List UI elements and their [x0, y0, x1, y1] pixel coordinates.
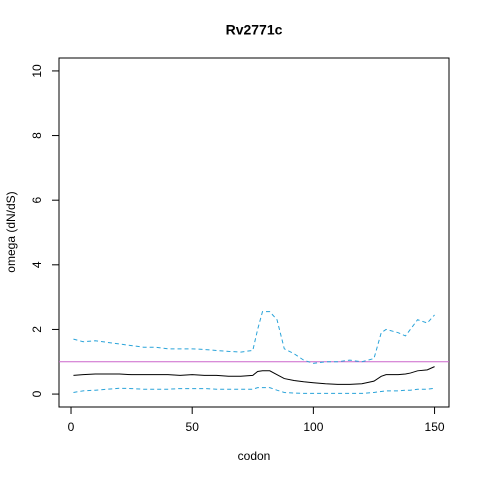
y-tick-label: 10	[30, 64, 44, 78]
x-axis-label: codon	[238, 449, 271, 463]
series-line	[73, 366, 435, 385]
plot-frame	[58, 57, 450, 408]
x-tick-label: 150	[425, 420, 445, 434]
y-tick-label: 8	[30, 132, 44, 139]
y-tick-label: 2	[30, 326, 44, 333]
y-tick-label: 4	[30, 261, 44, 268]
x-tick-label: 100	[303, 420, 323, 434]
chart-title: Rv2771c	[226, 22, 283, 38]
y-tick-label: 0	[30, 390, 44, 397]
series-line	[73, 311, 435, 364]
y-tick-label: 6	[30, 197, 44, 204]
y-axis-label: omega (dN/dS)	[4, 191, 18, 272]
x-tick-label: 0	[68, 420, 75, 434]
series-line	[73, 387, 435, 394]
x-tick-label: 50	[186, 420, 200, 434]
